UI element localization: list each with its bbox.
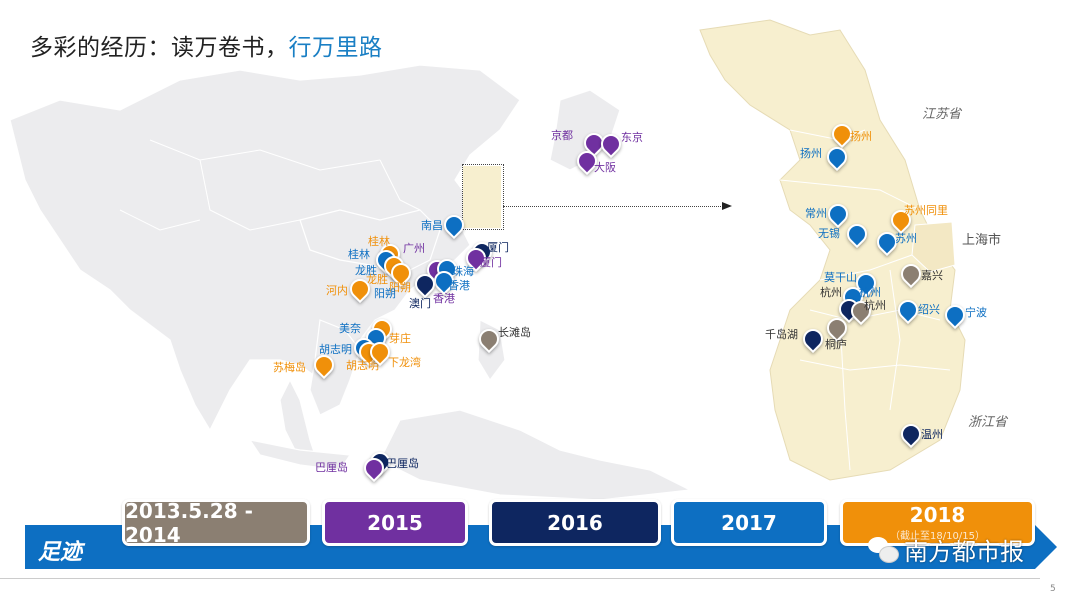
pin-label: 嘉兴 xyxy=(921,269,943,282)
pin-label: 广州 xyxy=(403,242,425,255)
title-main: 多彩的经历：读万卷书， xyxy=(30,35,289,61)
period-label: 2018 xyxy=(909,503,966,527)
pin-label: 苏梅岛 xyxy=(273,361,306,374)
pin-label: 无锡 xyxy=(818,227,840,240)
title-accent: 行万里路 xyxy=(288,35,383,61)
region-label-jiangsu: 江苏省 xyxy=(922,107,962,122)
pin-label: 长滩岛 xyxy=(498,326,531,339)
pin-label: 莫干山 xyxy=(824,271,857,284)
pin-label: 杭州 xyxy=(864,299,886,312)
region-label-shanghai: 上海市 xyxy=(962,233,1002,248)
pin-label: 厦门 xyxy=(487,241,509,254)
arrow-right-icon xyxy=(722,202,732,210)
pin-label: 大阪 xyxy=(594,161,616,174)
region-label-zhejiang: 浙江省 xyxy=(968,415,1008,430)
pin-label: 美奈 xyxy=(339,322,361,335)
period-label: 2015 xyxy=(367,510,423,535)
pin-label: 扬州 xyxy=(800,147,822,160)
pin-label: 扬州 xyxy=(850,130,872,143)
pin-label: 珠海 xyxy=(452,265,474,278)
pin-label: 绍兴 xyxy=(918,303,940,316)
pin-label: 东京 xyxy=(621,131,643,144)
pin-label: 杭州 xyxy=(859,286,881,299)
pin-label: 龙胜 xyxy=(355,264,377,277)
pin-label: 澳门 xyxy=(409,297,431,310)
pin-label: 下龙湾 xyxy=(388,356,421,369)
timeline-period-2018[interactable]: 2018 （截止至18/10/15） xyxy=(840,499,1035,546)
pin-label: 宁波 xyxy=(965,306,987,319)
pin-label: 常州 xyxy=(805,207,827,220)
period-label: 2017 xyxy=(721,510,777,535)
jiangzhe-map xyxy=(699,19,966,481)
pin-label: 厦门 xyxy=(480,256,502,269)
footer-divider xyxy=(0,578,1040,579)
pin-label: 阳朔 xyxy=(374,287,396,300)
pin-label: 桂林 xyxy=(348,248,370,261)
pin-label: 胡志明 xyxy=(319,343,352,356)
pin-label: 苏州同里 xyxy=(904,204,948,217)
pin-label: 千岛湖 xyxy=(765,328,798,341)
pin-label: 香港 xyxy=(433,292,455,305)
pin-label: 阳朔 xyxy=(389,281,411,294)
watermark: 南方都市报 xyxy=(868,532,1024,567)
period-label: 2013.5.28 - 2014 xyxy=(125,498,253,547)
timeline-arrow-icon xyxy=(1035,525,1057,569)
timeline-period-2013-2014[interactable]: 2013.5.28 - 2014 xyxy=(122,498,310,547)
pin-label: 龙胜 xyxy=(366,273,388,286)
page-number: 5 xyxy=(1050,584,1056,594)
pin-label: 苏州 xyxy=(895,232,917,245)
pin-label: 桂林 xyxy=(368,235,390,248)
pin-label: 香港 xyxy=(448,279,470,292)
period-label: 2016 xyxy=(547,510,603,535)
wechat-icon xyxy=(868,536,899,563)
timeline-period-2016[interactable]: 2016 xyxy=(489,499,661,546)
pin-label: 巴厘岛 xyxy=(315,461,348,474)
pin-label: 胡志明 xyxy=(346,359,379,372)
pin-label: 巴厘岛 xyxy=(386,457,419,470)
pin-label: 温州 xyxy=(921,428,943,441)
period-sublabel: （截止至18/10/15） xyxy=(890,531,985,542)
timeline-period-2017[interactable]: 2017 xyxy=(671,499,827,546)
pin-label: 京都 xyxy=(551,129,573,142)
pin-label: 芽庄 xyxy=(389,332,411,345)
slide-title: 多彩的经历：读万卷书，行万里路 xyxy=(30,28,383,62)
watermark-text: 南方都市报 xyxy=(904,538,1024,566)
pin-label: 杭州 xyxy=(820,286,842,299)
zoom-connector-line xyxy=(503,206,725,207)
asia-map xyxy=(9,64,693,500)
zoom-region-box xyxy=(462,164,504,230)
pin-label: 南昌 xyxy=(421,219,443,232)
timeline-period-2015[interactable]: 2015 xyxy=(322,499,468,546)
timeline-label: 足迹 xyxy=(38,540,83,565)
pin-label: 桐庐 xyxy=(825,338,847,351)
pin-label: 河内 xyxy=(326,284,348,297)
